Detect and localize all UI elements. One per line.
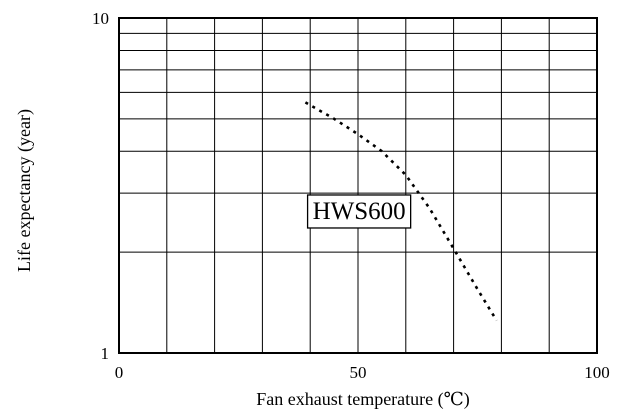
annotation-layer: HWS600 [306,194,412,229]
y-axis-label: Life expectancy (year) [14,109,35,272]
plot-grid [119,18,597,353]
x-tick-label: 50 [350,363,367,382]
plot-frame [118,17,598,354]
series-line [304,101,498,322]
series-layer [304,101,498,322]
x-axis-label: Fan exhaust temperature (℃) [256,389,470,410]
y-tick-label: 10 [92,9,109,28]
annotation-box [306,194,412,229]
tick-label-layer: 0 50 100 1 10 [92,9,610,382]
annotation-label: HWS600 [313,198,406,225]
x-tick-label: 100 [584,363,610,382]
x-tick-label: 0 [115,363,124,382]
y-tick-label: 1 [101,344,110,363]
